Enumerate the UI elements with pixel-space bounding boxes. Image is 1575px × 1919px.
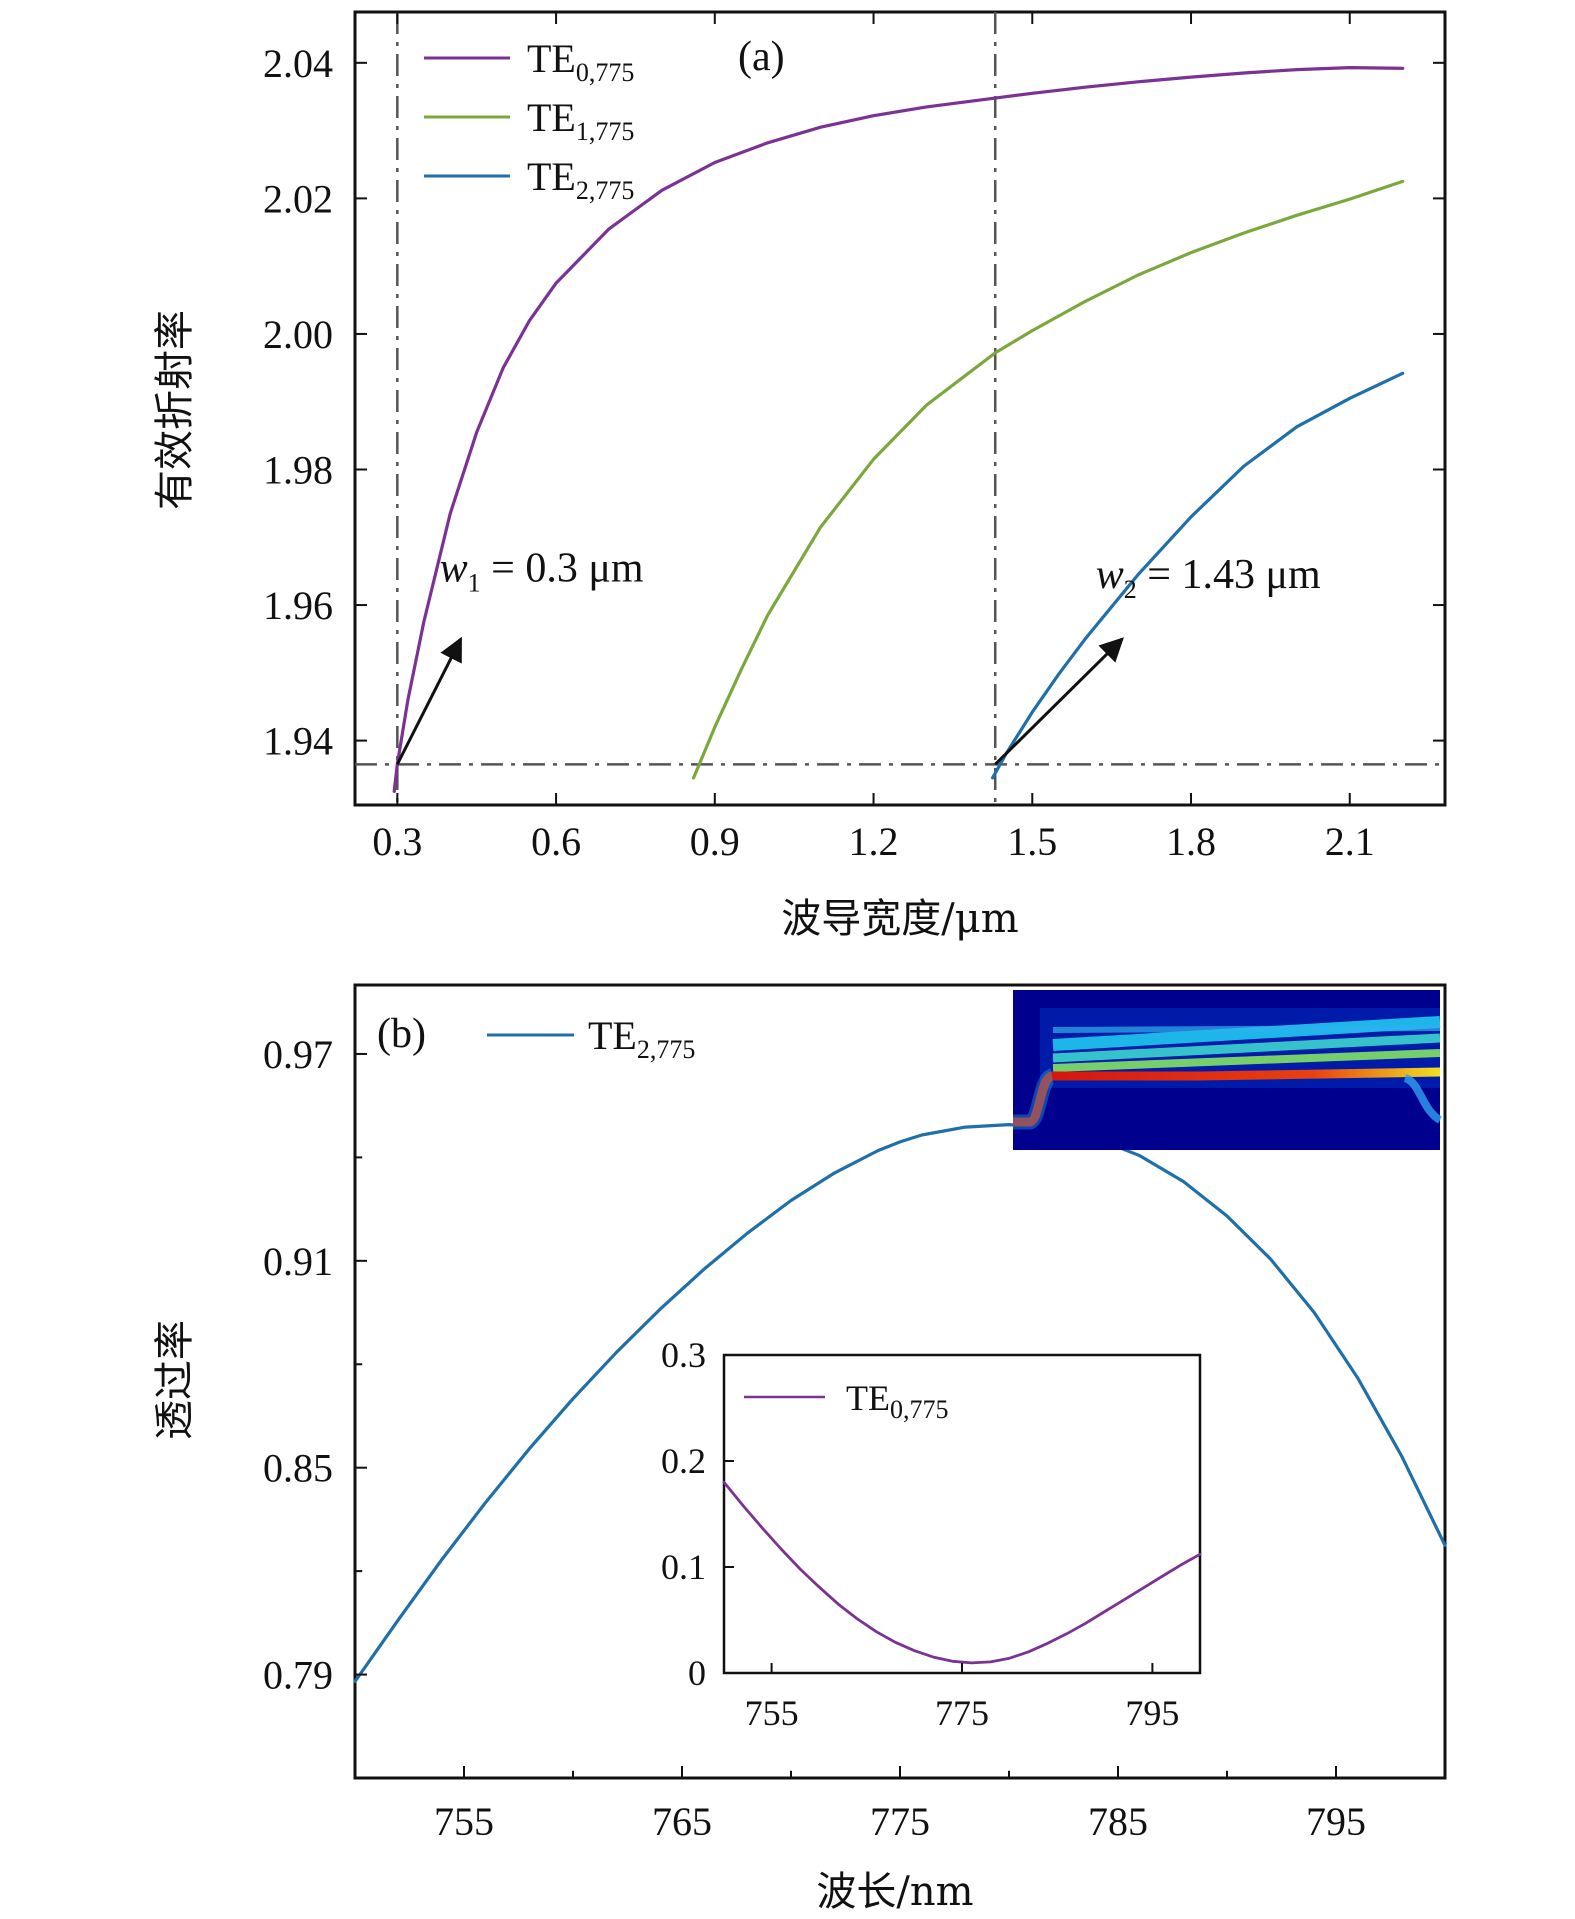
panel-a-y-axis-title: 有效折射率 [152,310,198,510]
annotation-arrow-1 [395,636,463,766]
panel-a-y-tick-label: 2.04 [263,41,333,86]
panel-b-series [353,1122,1447,1684]
inset-y-tick-label: 0.2 [661,1441,706,1481]
panel-a-annotations: w1 = 0.3 μm w2 = 1.43 μm [395,545,1321,766]
panel-a-frame [353,10,1447,807]
inset-x-tick-label: 795 [1125,1693,1179,1733]
legend-entry-te0: TE0,775 [424,36,634,87]
legend-entry-te2-b: TE2,775 [487,1013,695,1064]
svg-text:TE0,775: TE0,775 [527,36,634,87]
panel-b-y-tick-label: 0.79 [263,1653,333,1698]
panel-a-line-1-775 [691,179,1405,780]
panel-a-x-tick-label: 0.3 [372,819,422,864]
panel-a-line-0-775 [392,65,1405,794]
svg-text:TE0,775: TE0,775 [846,1378,948,1424]
panel-a-x-tick-label: 1.8 [1166,819,1216,864]
inset-series [722,1480,1202,1665]
panel-b-label: (b) [377,1011,426,1057]
panel-b-x-tick-label: 795 [1306,1799,1366,1844]
panel-a-y-tick-label: 1.98 [263,448,333,493]
panel-b-line-2-775 [353,1122,1447,1684]
panel-a-series [392,65,1405,794]
legend-entry-te1: TE1,775 [424,95,634,146]
inset-y-tick-label: 0.3 [661,1335,706,1375]
panel-a-label: (a) [738,34,785,80]
svg-text:TE2,775: TE2,775 [588,1013,695,1064]
panel-b-y-ticks: 0.79 0.85 0.91 0.97 [263,1032,367,1698]
panel-b-x-tick-label: 765 [652,1799,712,1844]
panel-b-y-tick-label: 0.97 [263,1032,333,1077]
panel-b-x-tick-label: 785 [1088,1799,1148,1844]
inset-y-tick-label: 0.1 [661,1547,706,1587]
panel-a-x-tick-label: 1.2 [849,819,899,864]
panel-b-x-ticks: 755 765 775 785 795 [354,1766,1446,1844]
panel-a-line-2-775 [990,371,1405,780]
panel-a-x-tick-label: 2.1 [1325,819,1375,864]
panel-b-y-tick-label: 0.91 [263,1239,333,1284]
svg-text:TE2,775: TE2,775 [527,154,634,205]
panel-a-x-tick-label: 0.9 [690,819,740,864]
panel-a-x-tick-label: 0.6 [531,819,581,864]
annotation-arrow-2 [994,637,1124,766]
panel-b-x-tick-label: 755 [434,1799,494,1844]
legend-entry-te2: TE2,775 [424,154,634,205]
legend-entry-te0-inset: TE0,775 [744,1378,948,1424]
mode-field-heatmap-icon [1013,990,1443,1150]
inset-y-ticks: 0 0.1 0.2 0.3 [661,1335,734,1693]
panel-a-chart: 0.3 0.6 0.9 1.2 1.5 1.8 2.1 1.94 1.96 1.98 2.00 2.… [152,10,1447,942]
panel-b-y-tick-label: 0.85 [263,1446,333,1491]
svg-text:TE1,775: TE1,775 [527,95,634,146]
annotation-label-2: w2 = 1.43 μm [1096,552,1321,604]
inset-chart: 755 775 795 0 0.1 0.2 0.3 TE0,775 [661,1335,1202,1733]
panel-b-y-axis-title: 透过率 [152,1320,198,1440]
annotation-label-1: w1 = 0.3 μm [440,545,644,597]
panel-a-legend: TE0,775 TE1,775 TE2,775 [424,36,634,205]
panel-b-legend: TE2,775 [487,1013,695,1064]
panel-b-chart: 755 765 775 785 795 0.79 0.85 0.91 0.97 (b) TE2… [152,983,1447,1915]
panel-a-x-ticks: 0.3 0.6 0.9 1.2 1.5 1.8 2.1 [372,12,1375,864]
inset-x-tick-label: 775 [935,1693,989,1733]
panel-b-x-axis-title: 波长/nm [816,1869,973,1915]
inset-x-ticks: 755 775 795 [745,1663,1179,1733]
panel-a-y-tick-label: 2.00 [263,312,333,357]
inset-x-tick-label: 755 [745,1693,799,1733]
inset-legend: TE0,775 [744,1378,948,1424]
panel-a-x-tick-label: 1.5 [1007,819,1057,864]
inset-line-0-775 [722,1480,1202,1665]
panel-a-y-tick-label: 1.94 [263,719,333,764]
inset-y-tick-label: 0 [688,1653,706,1693]
panel-a-y-tick-label: 1.96 [263,583,333,628]
panel-a-y-tick-label: 2.02 [263,176,333,221]
panel-b-x-tick-label: 775 [870,1799,930,1844]
panel-a-x-axis-title: 波导宽度/μm [781,896,1018,942]
panel-a-reference-lines [355,12,1445,805]
panel-a-y-ticks: 1.94 1.96 1.98 2.00 2.02 2.04 [263,41,1445,764]
